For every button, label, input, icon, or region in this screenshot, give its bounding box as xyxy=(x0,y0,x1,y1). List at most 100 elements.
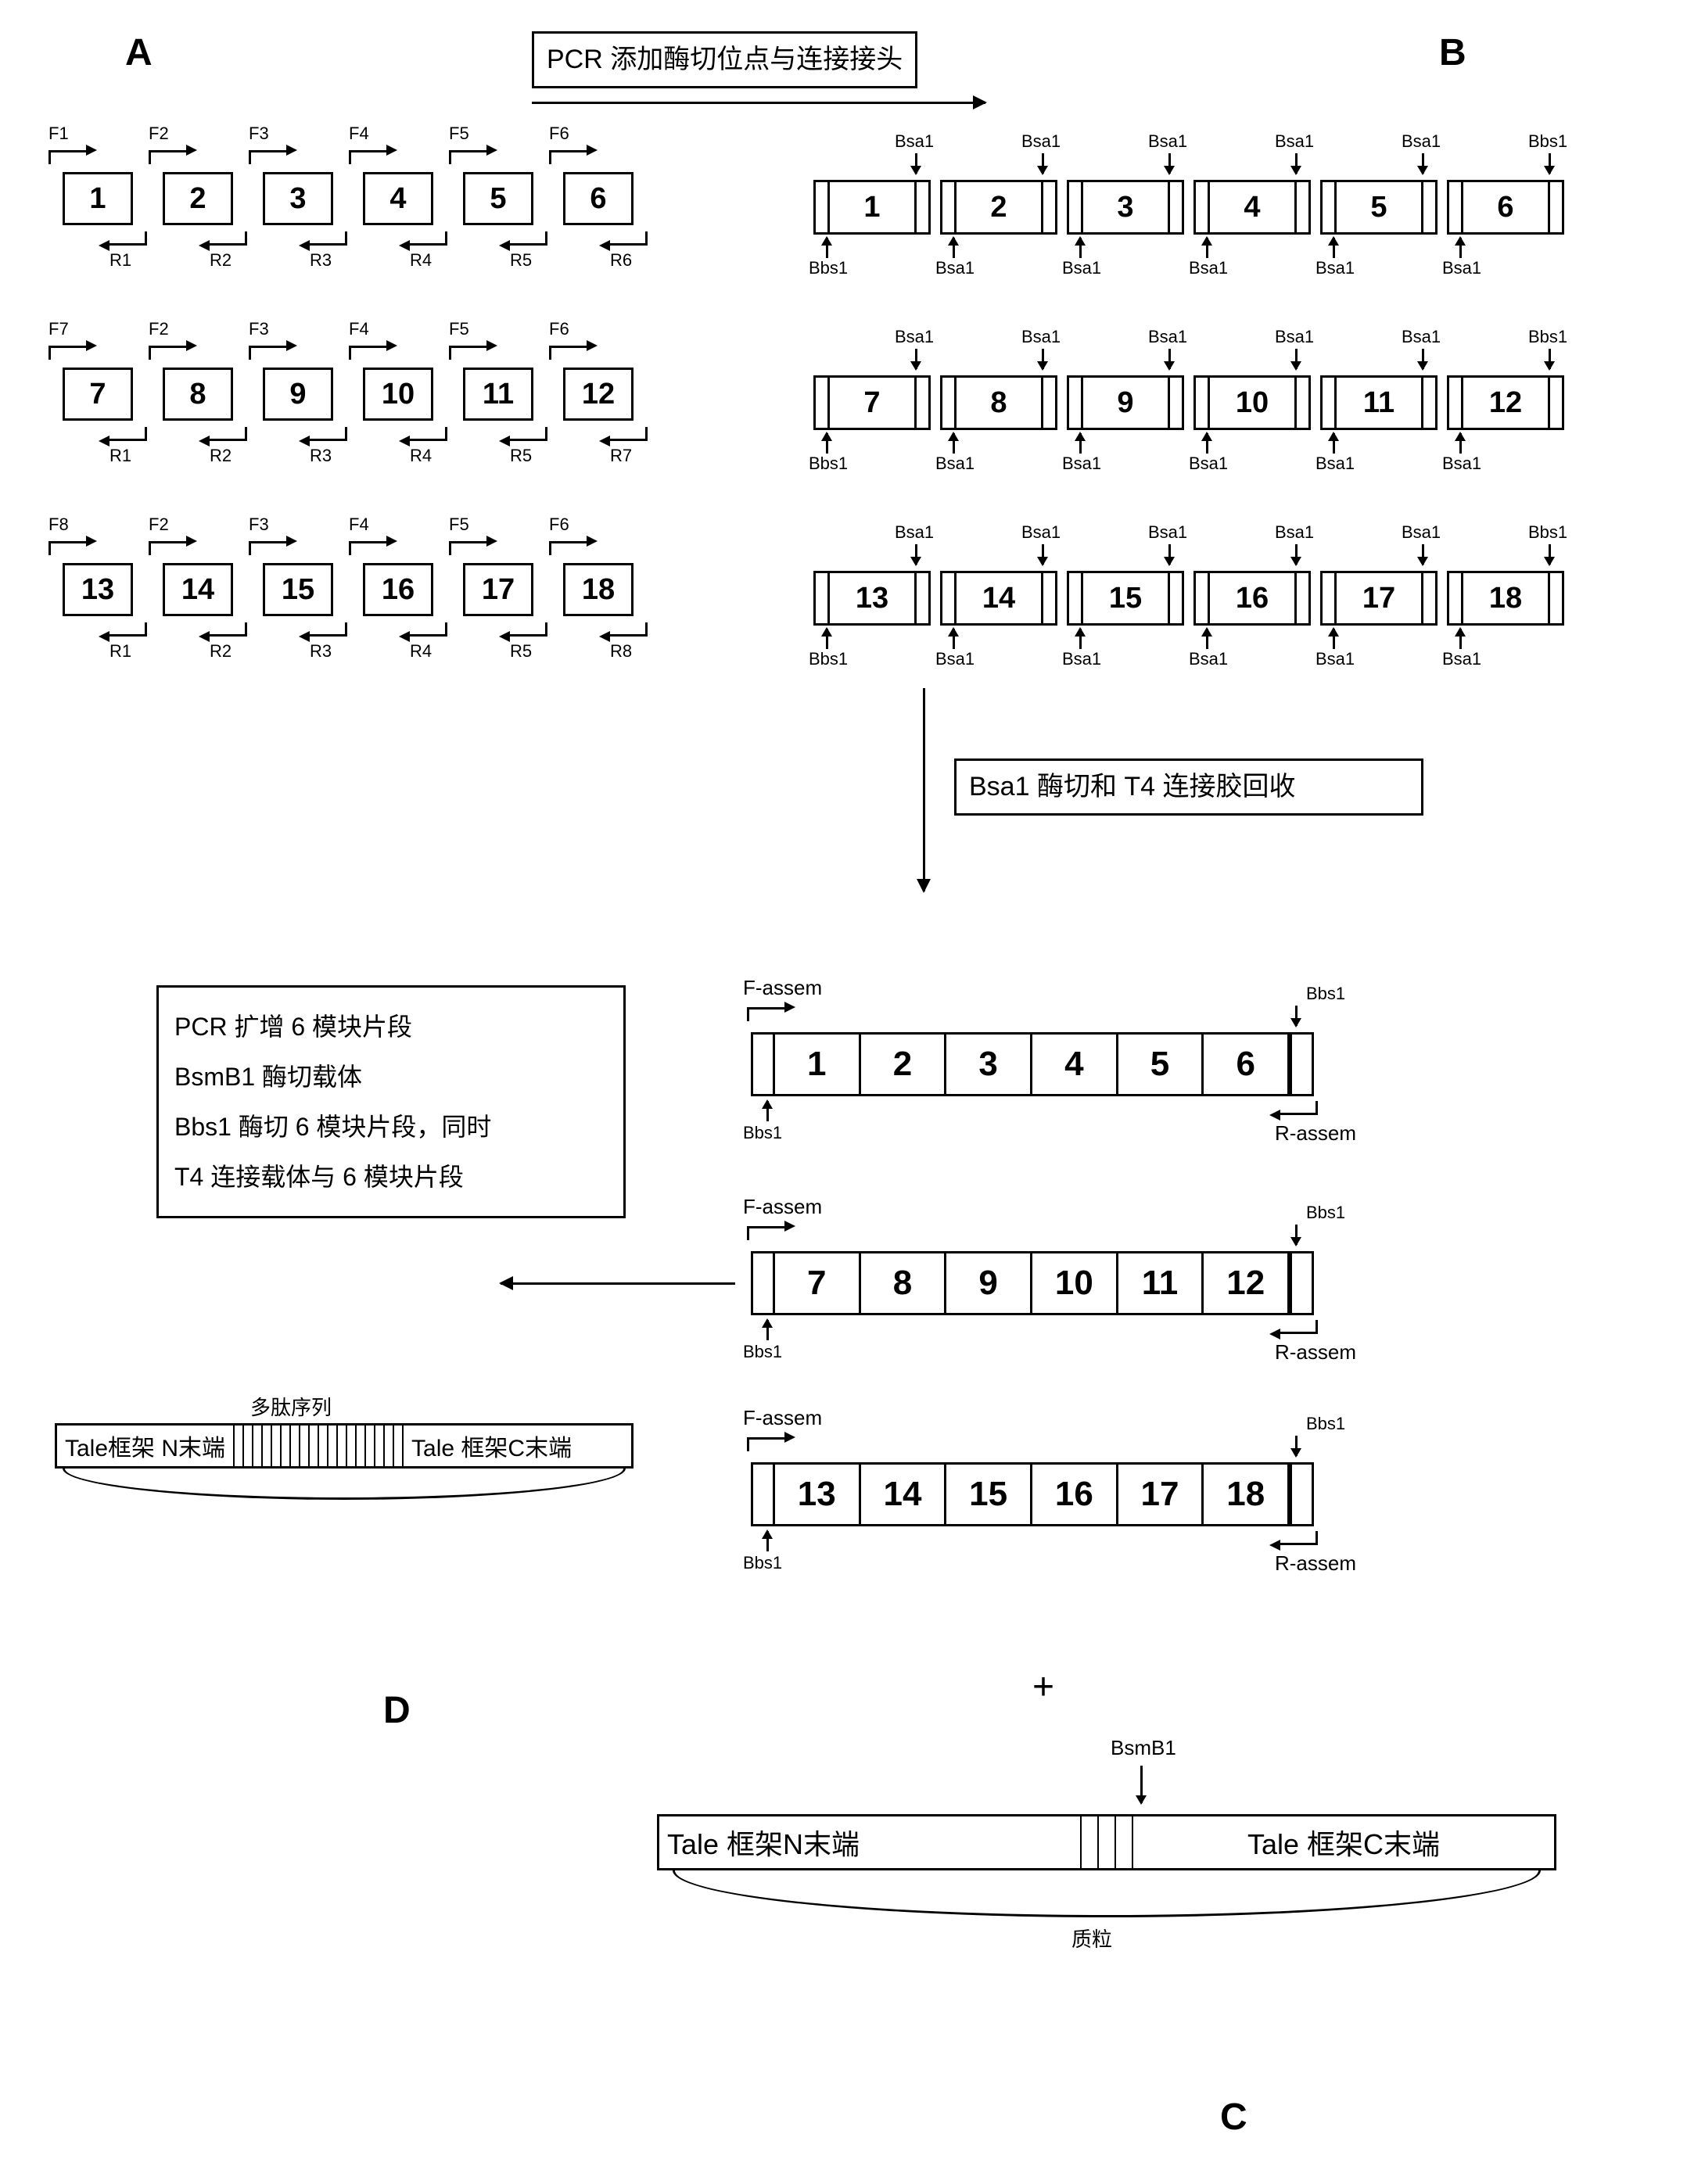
primer-F-label: F5 xyxy=(449,124,469,144)
panelB-module: 10 xyxy=(1193,375,1311,430)
tale-small-title: 多肽序列 xyxy=(250,1392,332,1421)
primer-reverse xyxy=(601,622,648,641)
plasmid-label: 质粒 xyxy=(1071,1924,1112,1953)
primer-reverse xyxy=(300,427,347,446)
enzyme-label: Bsa1 xyxy=(935,258,975,278)
assem-F-label: F-assem xyxy=(743,1195,822,1219)
primer-forward xyxy=(549,341,596,360)
primer-reverse xyxy=(100,231,147,250)
enzyme-label: Bbs1 xyxy=(1528,522,1567,543)
primer-R-label: R6 xyxy=(610,250,632,271)
primer-R-label: R3 xyxy=(310,446,332,466)
primer-R-label: R2 xyxy=(210,641,232,662)
panelB-module: 16 xyxy=(1193,571,1311,626)
enzyme-arrow xyxy=(1295,544,1298,565)
primer-F-label: F3 xyxy=(249,124,269,144)
step3-line: T4 连接载体与 6 模块片段 xyxy=(174,1152,608,1202)
primer-R-label: R2 xyxy=(210,250,232,271)
bsmb1-arrow xyxy=(1140,1766,1143,1803)
enzyme-arrow xyxy=(953,629,955,649)
step1-arrow xyxy=(532,102,985,104)
panelB-module: 12 xyxy=(1447,375,1564,430)
enzyme-label: Bsa1 xyxy=(1189,258,1228,278)
enzyme-arrow xyxy=(1206,433,1208,454)
enzyme-arrow xyxy=(1079,433,1082,454)
enzyme-label: Bsa1 xyxy=(935,454,975,474)
enzyme-arrow xyxy=(826,433,828,454)
primer-reverse xyxy=(400,622,447,641)
primer-reverse xyxy=(200,622,247,641)
enzyme-arrow xyxy=(1079,629,1082,649)
primer-reverse xyxy=(400,427,447,446)
enzyme-arrow xyxy=(1168,544,1171,565)
panelB-module: 5 xyxy=(1320,180,1438,235)
enzyme-label: Bbs1 xyxy=(743,1342,782,1362)
panelA-box: 10 xyxy=(363,368,433,421)
primer-R-label: R4 xyxy=(410,250,432,271)
primer-reverse xyxy=(300,622,347,641)
enzyme-arrow xyxy=(1206,238,1208,258)
primer-R-label: R7 xyxy=(610,446,632,466)
panelB-module: 17 xyxy=(1320,571,1438,626)
bsmb1-label: BsmB1 xyxy=(1111,1736,1176,1760)
enzyme-label: Bsa1 xyxy=(1275,522,1314,543)
step3-line: Bbs1 酶切 6 模块片段，同时 xyxy=(174,1102,608,1152)
enzyme-arrow xyxy=(1422,153,1424,174)
primer-F-label: F4 xyxy=(349,319,369,339)
panelB-module: 6 xyxy=(1447,180,1564,235)
enzyme-arrow xyxy=(826,238,828,258)
enzyme-label: Bsa1 xyxy=(935,649,975,669)
primer-R-label: R4 xyxy=(410,446,432,466)
assem-R-label: R-assem xyxy=(1275,1340,1356,1365)
primer-forward xyxy=(48,145,95,164)
step3-line: BsmB1 酶切载体 xyxy=(174,1052,608,1102)
step2-label: Bsa1 酶切和 T4 连接胶回收 xyxy=(954,758,1423,816)
primer-forward xyxy=(449,341,496,360)
primer-F-label: F2 xyxy=(149,319,169,339)
primer-F-label: F5 xyxy=(449,515,469,535)
primer-reverse xyxy=(300,231,347,250)
enzyme-arrow xyxy=(1422,544,1424,565)
primer-reverse xyxy=(601,427,648,446)
enzyme-label: Bsa1 xyxy=(1316,649,1355,669)
primer-forward xyxy=(48,536,95,555)
panelB-module: 8 xyxy=(940,375,1057,430)
step3-line: PCR 扩增 6 模块片段 xyxy=(174,1002,608,1052)
enzyme-label: Bbs1 xyxy=(743,1123,782,1143)
primer-forward xyxy=(149,341,196,360)
primer-F-label: F4 xyxy=(349,515,369,535)
enzyme-label: Bbs1 xyxy=(1306,1414,1345,1434)
primer-F-label: F5 xyxy=(449,319,469,339)
panelB-module: 7 xyxy=(813,375,931,430)
primer-reverse xyxy=(501,231,547,250)
enzyme-label: Bsa1 xyxy=(895,522,934,543)
enzyme-label: Bbs1 xyxy=(1306,984,1345,1004)
panelB-module: 9 xyxy=(1067,375,1184,430)
panelA-box: 16 xyxy=(363,563,433,616)
primer-F-label: F4 xyxy=(349,124,369,144)
enzyme-label: Bsa1 xyxy=(1442,454,1481,474)
enzyme-arrow xyxy=(1333,238,1335,258)
panelB-module: 3 xyxy=(1067,180,1184,235)
enzyme-label: Bsa1 xyxy=(895,131,934,152)
primer-reverse xyxy=(200,231,247,250)
enzyme-label: Bsa1 xyxy=(1148,522,1187,543)
panelA-box: 11 xyxy=(463,368,533,421)
enzyme-label: Bbs1 xyxy=(743,1553,782,1573)
primer-forward xyxy=(549,145,596,164)
enzyme-label: Bsa1 xyxy=(1062,258,1101,278)
primer-R-label: R5 xyxy=(510,641,532,662)
enzyme-label: Bsa1 xyxy=(1402,327,1441,347)
enzyme-label: Bsa1 xyxy=(1062,454,1101,474)
plus-sign: + xyxy=(1032,1666,1054,1709)
panelB-module: 13 xyxy=(813,571,931,626)
panel-C-label: C xyxy=(1220,2096,1247,2139)
enzyme-arrow xyxy=(1549,153,1551,174)
primer-R-label: R3 xyxy=(310,250,332,271)
enzyme-label: Bbs1 xyxy=(1528,327,1567,347)
enzyme-arrow xyxy=(1459,433,1462,454)
panel-A-label: A xyxy=(125,31,153,74)
enzyme-arrow xyxy=(1459,238,1462,258)
primer-F-label: F6 xyxy=(549,124,569,144)
enzyme-label: Bsa1 xyxy=(1316,258,1355,278)
